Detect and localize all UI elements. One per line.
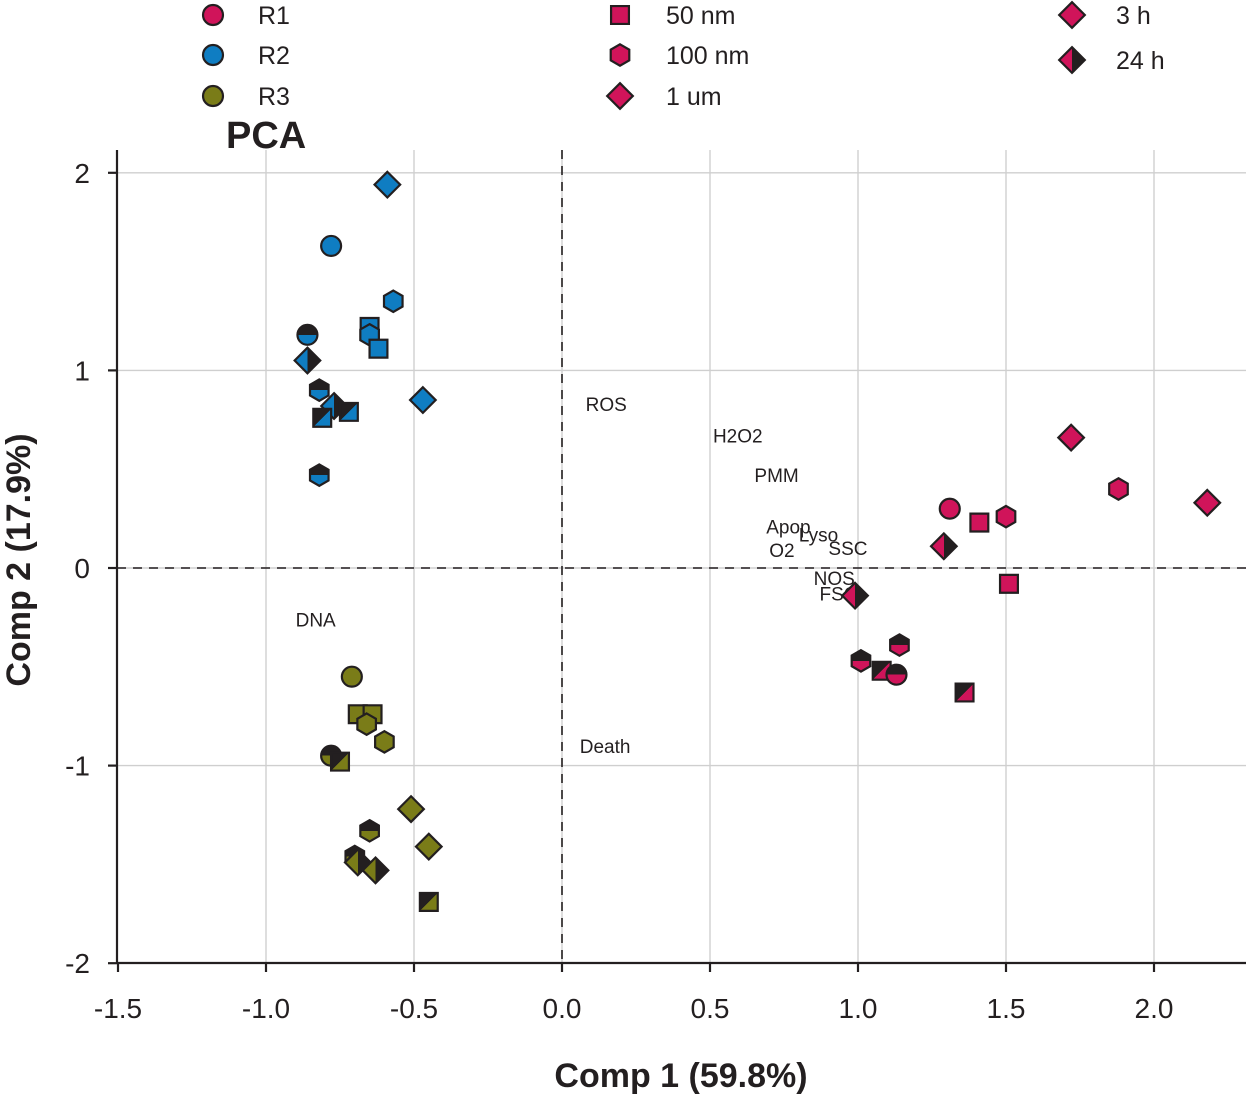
x-tick-label: 0.5 [691, 993, 730, 1024]
variable-label-ssc: SSC [828, 539, 867, 560]
point-r3-hexagon-3h [374, 729, 395, 754]
y-tick-label: -2 [65, 948, 90, 979]
x-tick-label: -0.5 [390, 993, 438, 1024]
legend-r1-marker [201, 3, 225, 27]
point-r1-diamond-3h [1056, 423, 1086, 452]
y-axis-title: Comp 2 (17.9%) [0, 433, 38, 686]
data-points [293, 170, 1222, 912]
legend-time-0-marker [1057, 0, 1087, 30]
point-r2-square-24h [312, 407, 333, 428]
variable-label-apop: Apop [766, 518, 810, 539]
legend-time-1-label: 24 h [1116, 47, 1165, 75]
x-tick-label: -1.5 [94, 993, 142, 1024]
point-r2-hexagon-3h [382, 289, 404, 314]
point-r3-square-24h [329, 751, 351, 772]
point-r3-diamond-24h [361, 855, 390, 885]
legend-size-0-marker [609, 4, 631, 26]
point-r3-circle-3h [340, 665, 363, 688]
point-r2-square-3h [368, 338, 389, 359]
point-r2-hexagon-24h [308, 378, 330, 403]
legend-size-2-marker [605, 81, 635, 111]
point-r1-diamond-24h [840, 581, 870, 611]
point-r3-hexagon-3h [356, 712, 378, 737]
variable-label-nos: NOS [814, 569, 855, 590]
variable-label-ros: ROS [586, 395, 627, 416]
y-tick-label: -1 [65, 751, 90, 782]
point-r3-hexagon-24h [359, 818, 380, 843]
legend: R1 R2 R3 50 nm 100 nm 1 um 3 h 24 h [201, 0, 1165, 111]
variable-label-pmm: PMM [754, 466, 798, 487]
x-tick-label: 1.0 [839, 993, 878, 1024]
legend-r1-label: R1 [258, 2, 290, 30]
point-r1-hexagon-24h [850, 648, 872, 673]
point-r1-diamond-24h [929, 531, 959, 561]
point-r1-square-24h [954, 682, 975, 703]
legend-r2-label: R2 [258, 42, 290, 70]
point-r2-diamond-3h [408, 385, 438, 415]
legend-size-0-label: 50 nm [666, 2, 735, 30]
variable-label-lyso: Lyso [799, 525, 838, 546]
legend-r2-marker [201, 43, 225, 67]
x-tick-label: -1.0 [242, 993, 290, 1024]
y-tick-label: 1 [74, 355, 90, 386]
legend-time-1-marker [1057, 45, 1087, 75]
point-r1-diamond-3h [1192, 488, 1222, 518]
legend-time-0-label: 3 h [1116, 2, 1151, 30]
point-r2-diamond-3h [372, 170, 402, 200]
point-r2-circle-24h [296, 323, 319, 346]
point-r1-circle-24h [885, 663, 908, 686]
legend-r3-label: R3 [258, 83, 290, 111]
point-r1-hexagon-3h [1108, 476, 1129, 501]
point-r3-diamond-3h [396, 794, 426, 824]
point-r2-circle-3h [320, 234, 343, 257]
x-tick-label: 1.5 [987, 993, 1026, 1024]
point-r1-square-3h [969, 512, 990, 533]
point-r3-diamond-3h [414, 832, 444, 861]
point-r1-square-3h [998, 573, 1019, 594]
point-r3-square-24h [418, 891, 439, 912]
variable-label-death: Death [580, 737, 631, 758]
point-r1-hexagon-24h [889, 633, 910, 658]
legend-size-1-label: 100 nm [666, 42, 749, 70]
point-r2-hexagon-24h [308, 463, 330, 488]
legend-size-2-label: 1 um [666, 83, 722, 111]
zero-lines [117, 150, 1246, 963]
variable-label-dna: DNA [296, 610, 336, 631]
x-tick-label: 2.0 [1135, 993, 1174, 1024]
variable-label-o2: O2 [769, 541, 794, 562]
point-r1-hexagon-3h [995, 504, 1017, 529]
point-r1-circle-3h [938, 497, 961, 520]
grid [117, 150, 1246, 963]
y-tick-label: 0 [74, 553, 90, 584]
x-tick-label: 0.0 [543, 993, 582, 1024]
point-r2-diamond-24h [293, 346, 322, 375]
axes: -1.5 -1.0 -0.5 0.0 0.5 1.0 1.5 2.0 -2 -1 0 1 2 [65, 150, 1246, 1024]
y-tick-label: 2 [74, 158, 90, 189]
x-axis-title: Comp 1 (59.8%) [554, 1057, 807, 1095]
legend-size-1-marker [609, 43, 631, 67]
legend-r3-marker [201, 84, 225, 108]
variable-label-h2o2: H2O2 [713, 427, 763, 448]
point-r2-square-24h [338, 401, 359, 422]
